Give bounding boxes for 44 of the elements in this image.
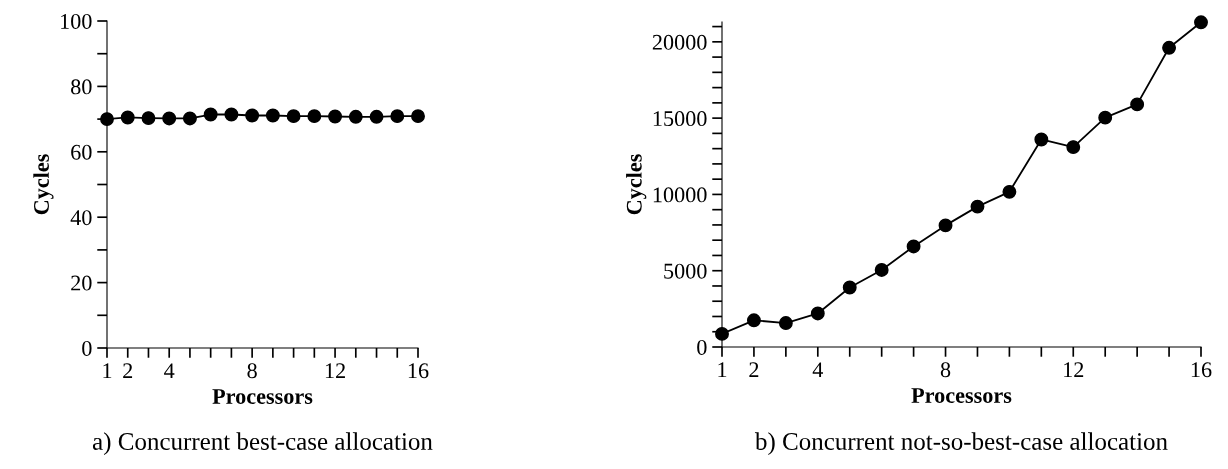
x-axis-title: Processors (212, 389, 313, 404)
x-tick-label: 16 (1191, 362, 1212, 378)
point (810, 306, 825, 321)
y-tick-label: 60 (71, 144, 92, 160)
x-tick-label: 2 (749, 362, 759, 377)
x-tick-label: 16 (408, 363, 429, 379)
y-tick-label: 40 (70, 210, 92, 226)
y-tick-label: 0 (697, 339, 707, 355)
point (746, 313, 761, 328)
y-tick-label: 100 (61, 13, 92, 29)
y-tick-label: 20 (71, 275, 92, 291)
x-tick-label: 8 (247, 363, 257, 379)
x-tick-label: 12 (1064, 362, 1084, 377)
point (778, 316, 793, 330)
y-tick-label: 15000 (653, 111, 707, 127)
x-tick-label: 8 (940, 362, 951, 378)
x-tick-label: 1 (718, 362, 727, 377)
text: b) Concurrent not-so-best-case allocation (754, 432, 1168, 455)
x-tick-label: 4 (812, 362, 824, 377)
point (1066, 140, 1081, 155)
point (842, 280, 857, 295)
x-tick-label: 4 (164, 363, 175, 378)
point (1162, 40, 1177, 55)
point (1002, 184, 1017, 199)
point (1130, 97, 1145, 112)
point (970, 199, 985, 214)
point (938, 218, 953, 233)
point (874, 263, 889, 277)
point (1034, 132, 1049, 147)
point (1098, 110, 1113, 125)
y-tick-label: 10000 (653, 187, 707, 203)
x-tick-label: 12 (325, 363, 345, 378)
point (1194, 15, 1208, 30)
y-tick-label: 80 (71, 79, 92, 95)
y-axis-title: Cycles (626, 154, 647, 215)
y-tick-label: 0 (82, 340, 92, 356)
x-tick-label: 1 (103, 363, 112, 378)
text: a) Concurrent best-case allocation (92, 432, 433, 455)
y-tick-label: 5000 (664, 263, 707, 279)
y-tick-label: 20000 (652, 34, 707, 50)
x-axis-title: Processors (911, 388, 1012, 403)
point (906, 239, 921, 254)
x-tick-label: 2 (123, 363, 133, 378)
y-axis-title: Cycles (33, 154, 54, 215)
